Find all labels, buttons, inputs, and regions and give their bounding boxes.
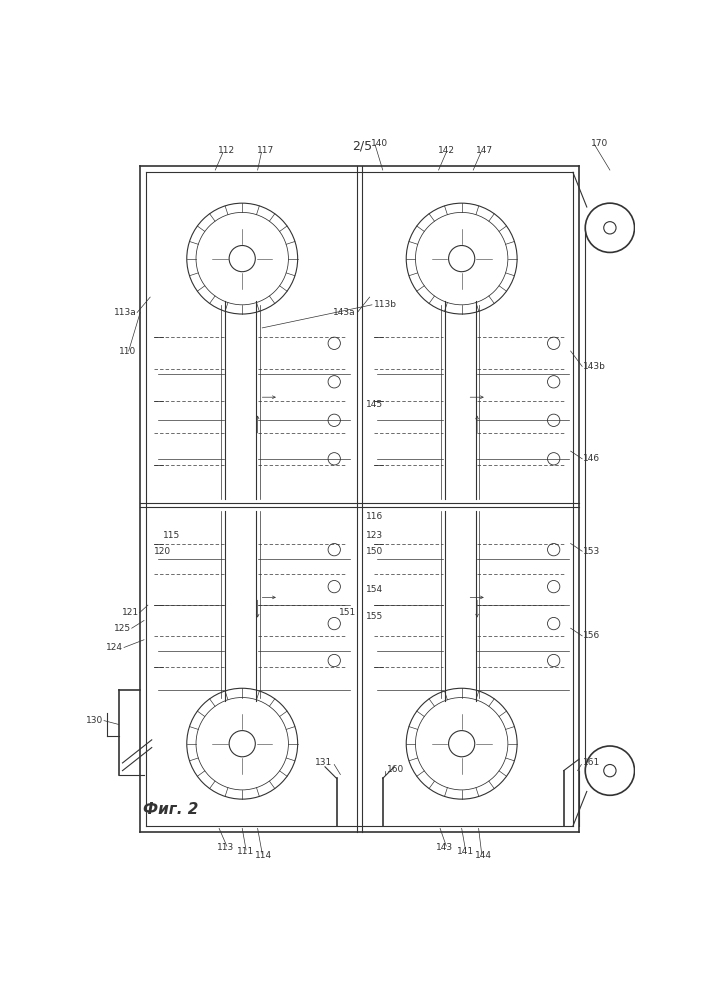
Text: 146: 146 [583,454,600,463]
Text: 147: 147 [477,146,493,155]
Text: 150: 150 [366,547,383,556]
Text: 123: 123 [366,531,383,540]
Circle shape [604,764,616,777]
Text: 142: 142 [438,146,455,155]
Text: 143: 143 [436,843,453,852]
Text: 113: 113 [216,843,234,852]
Text: 130: 130 [86,716,103,725]
Text: 121: 121 [122,608,139,617]
Circle shape [448,246,475,272]
Text: 113a: 113a [114,308,136,317]
Text: 124: 124 [106,643,123,652]
Text: 145: 145 [366,400,383,409]
Text: 110: 110 [119,347,136,356]
Circle shape [229,731,255,757]
Text: 111: 111 [238,847,255,856]
Circle shape [585,203,635,252]
Text: 143b: 143b [583,362,606,371]
Text: 117: 117 [257,146,274,155]
Text: 161: 161 [583,758,600,767]
Circle shape [585,746,635,795]
Text: 125: 125 [114,624,131,633]
Text: 144: 144 [474,851,492,860]
Text: 155: 155 [366,612,383,621]
Text: 151: 151 [339,608,356,617]
Text: 141: 141 [457,847,474,856]
Text: 131: 131 [315,758,333,767]
Text: 115: 115 [163,531,180,540]
Text: 2/5: 2/5 [352,139,372,152]
Text: 120: 120 [154,547,171,556]
Text: Фиг. 2: Фиг. 2 [143,802,198,817]
Text: 143a: 143a [333,308,356,317]
Text: 153: 153 [583,547,600,556]
Text: 156: 156 [583,631,600,640]
Text: 116: 116 [366,512,383,521]
Circle shape [229,246,255,272]
Text: 170: 170 [590,139,608,148]
Circle shape [604,222,616,234]
Text: 113b: 113b [373,300,397,309]
Text: 112: 112 [218,146,235,155]
Text: 114: 114 [255,851,272,860]
Text: 154: 154 [366,585,383,594]
Text: 160: 160 [387,765,404,774]
Circle shape [448,731,475,757]
Text: 140: 140 [371,139,388,148]
